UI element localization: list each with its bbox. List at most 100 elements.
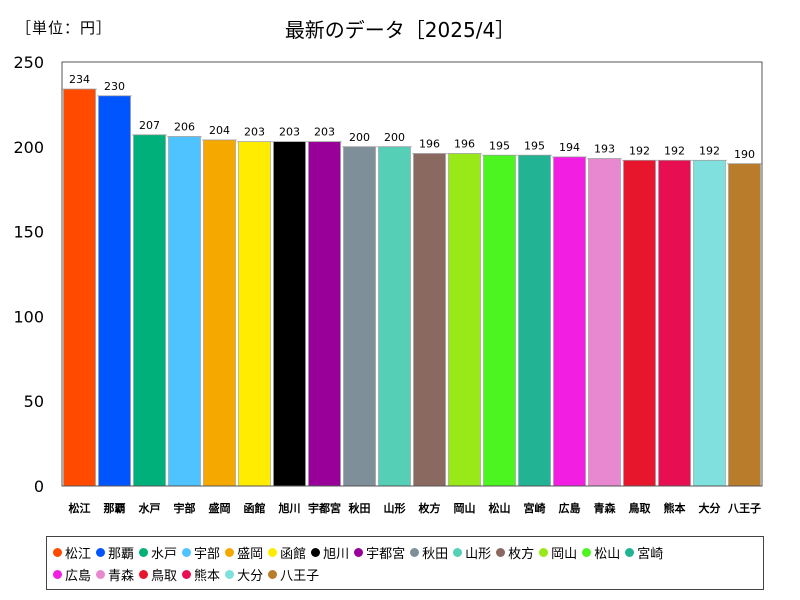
x-tick-label: 函館 [244,501,266,515]
data-label: 200 [349,131,370,144]
x-tick-label: 山形 [384,501,406,515]
legend-item: 旭川 [311,543,349,562]
legend-swatch [139,547,149,557]
legend-label: 盛岡 [237,546,264,562]
legend-label: 旭川 [323,546,350,562]
legend-label: 宇部 [194,546,221,562]
bar [728,163,761,487]
legend-item: 枚方 [496,543,534,562]
bar [623,160,656,487]
x-axis: 松江 那覇 水戸 宇部 盛岡 函館 旭川 宇都宮 秋田 山形 枚方 岡山 松山 宮崎 広島 青森 鳥取 熊本 大分八… [69,501,762,515]
legend-label: 水戸 [151,546,178,562]
data-label-bg [311,124,338,139]
legend-item: 大分 [225,565,263,584]
legend-label: 宮崎 [637,546,664,562]
data-label: 203 [244,126,265,139]
bar [308,141,341,487]
data-label: 190 [734,148,755,161]
data-label: 193 [594,143,615,156]
legend-swatch [410,547,420,557]
legend-label: 函館 [280,546,307,562]
data-label: 192 [699,144,720,157]
data-label-bg [171,119,198,134]
legend-item: 八王子 [268,565,319,584]
bar [658,160,691,487]
legend-label: 熊本 [194,568,221,584]
legend-item: 鳥取 [139,565,177,584]
x-tick-label: 岡山 [454,501,476,515]
bar [238,141,271,487]
data-label-bg [346,129,373,144]
legend-label: 大分 [237,568,264,584]
x-tick-label: 宮崎 [524,501,546,515]
data-label-bg [381,129,408,144]
data-label: 234 [69,73,90,86]
x-tick-label: 松江 [69,501,91,515]
data-label: 192 [629,144,650,157]
data-label-bg [241,124,268,139]
data-label: 203 [314,126,335,139]
bar [553,156,586,487]
y-tick-label: 100 [13,307,44,326]
legend-item: 松江 [53,543,91,562]
legend-item: 岡山 [539,543,577,562]
legend-swatch [496,547,506,557]
legend-item: 広島 [53,565,91,584]
legend-item: 熊本 [182,565,220,584]
data-label: 200 [384,131,405,144]
x-tick-label: 広島 [559,501,581,515]
bar [343,146,376,487]
legend-label: 秋田 [422,546,449,562]
y-tick-label: 250 [13,53,44,72]
legend-swatch [453,547,463,557]
data-label: 203 [279,126,300,139]
x-tick-label: 八王子 [727,502,761,515]
legend-swatch [311,547,321,557]
legend-swatch [53,569,62,579]
legend-swatch [225,547,235,557]
bar [693,160,726,487]
data-label-bg [591,141,618,156]
data-label-bg [136,117,163,132]
legend-label: 広島 [65,568,92,584]
legend-swatch [53,547,62,557]
bar [63,88,96,487]
legend-item: 函館 [268,543,306,562]
bar [133,134,166,487]
legend-label: 鳥取 [151,568,178,584]
x-tick-label: 枚方 [419,501,441,515]
data-label: 195 [489,139,510,152]
unit-label: ［単位：円］ [16,19,113,37]
data-label-bg [416,136,443,151]
x-tick-label: 水戸 [139,501,161,515]
legend-swatch [268,547,278,557]
x-tick-label: 松山 [489,501,511,515]
chart-title: 最新のデータ［2025/4］ [284,18,516,42]
legend-swatch [139,569,149,579]
legend-item: 宇都宮 [354,543,405,562]
data-label-bg [451,136,478,151]
legend-label: 那覇 [108,546,135,562]
y-tick-label: 0 [34,477,44,496]
bar [483,154,516,487]
data-label-bg [521,138,548,153]
x-tick-label: 那覇 [104,502,126,515]
legend-swatch [182,547,192,557]
bar [378,146,411,487]
bar [588,158,621,487]
data-label-bg [731,146,758,161]
data-label-bg [661,143,688,158]
bar [518,154,551,487]
y-tick-label: 200 [13,138,44,157]
data-label-bg [626,143,653,158]
bar [413,153,446,487]
x-tick-label: 大分 [699,501,721,515]
data-label-bg [556,139,583,154]
legend-row: 広島 青森 鳥取 熊本 大分 八王子 [53,563,763,585]
legend-item: 松山 [582,543,620,562]
legend-item: 宮崎 [625,543,663,562]
data-label-bg [206,123,233,138]
legend-item: 水戸 [139,543,177,562]
y-tick-label: 50 [24,392,44,411]
